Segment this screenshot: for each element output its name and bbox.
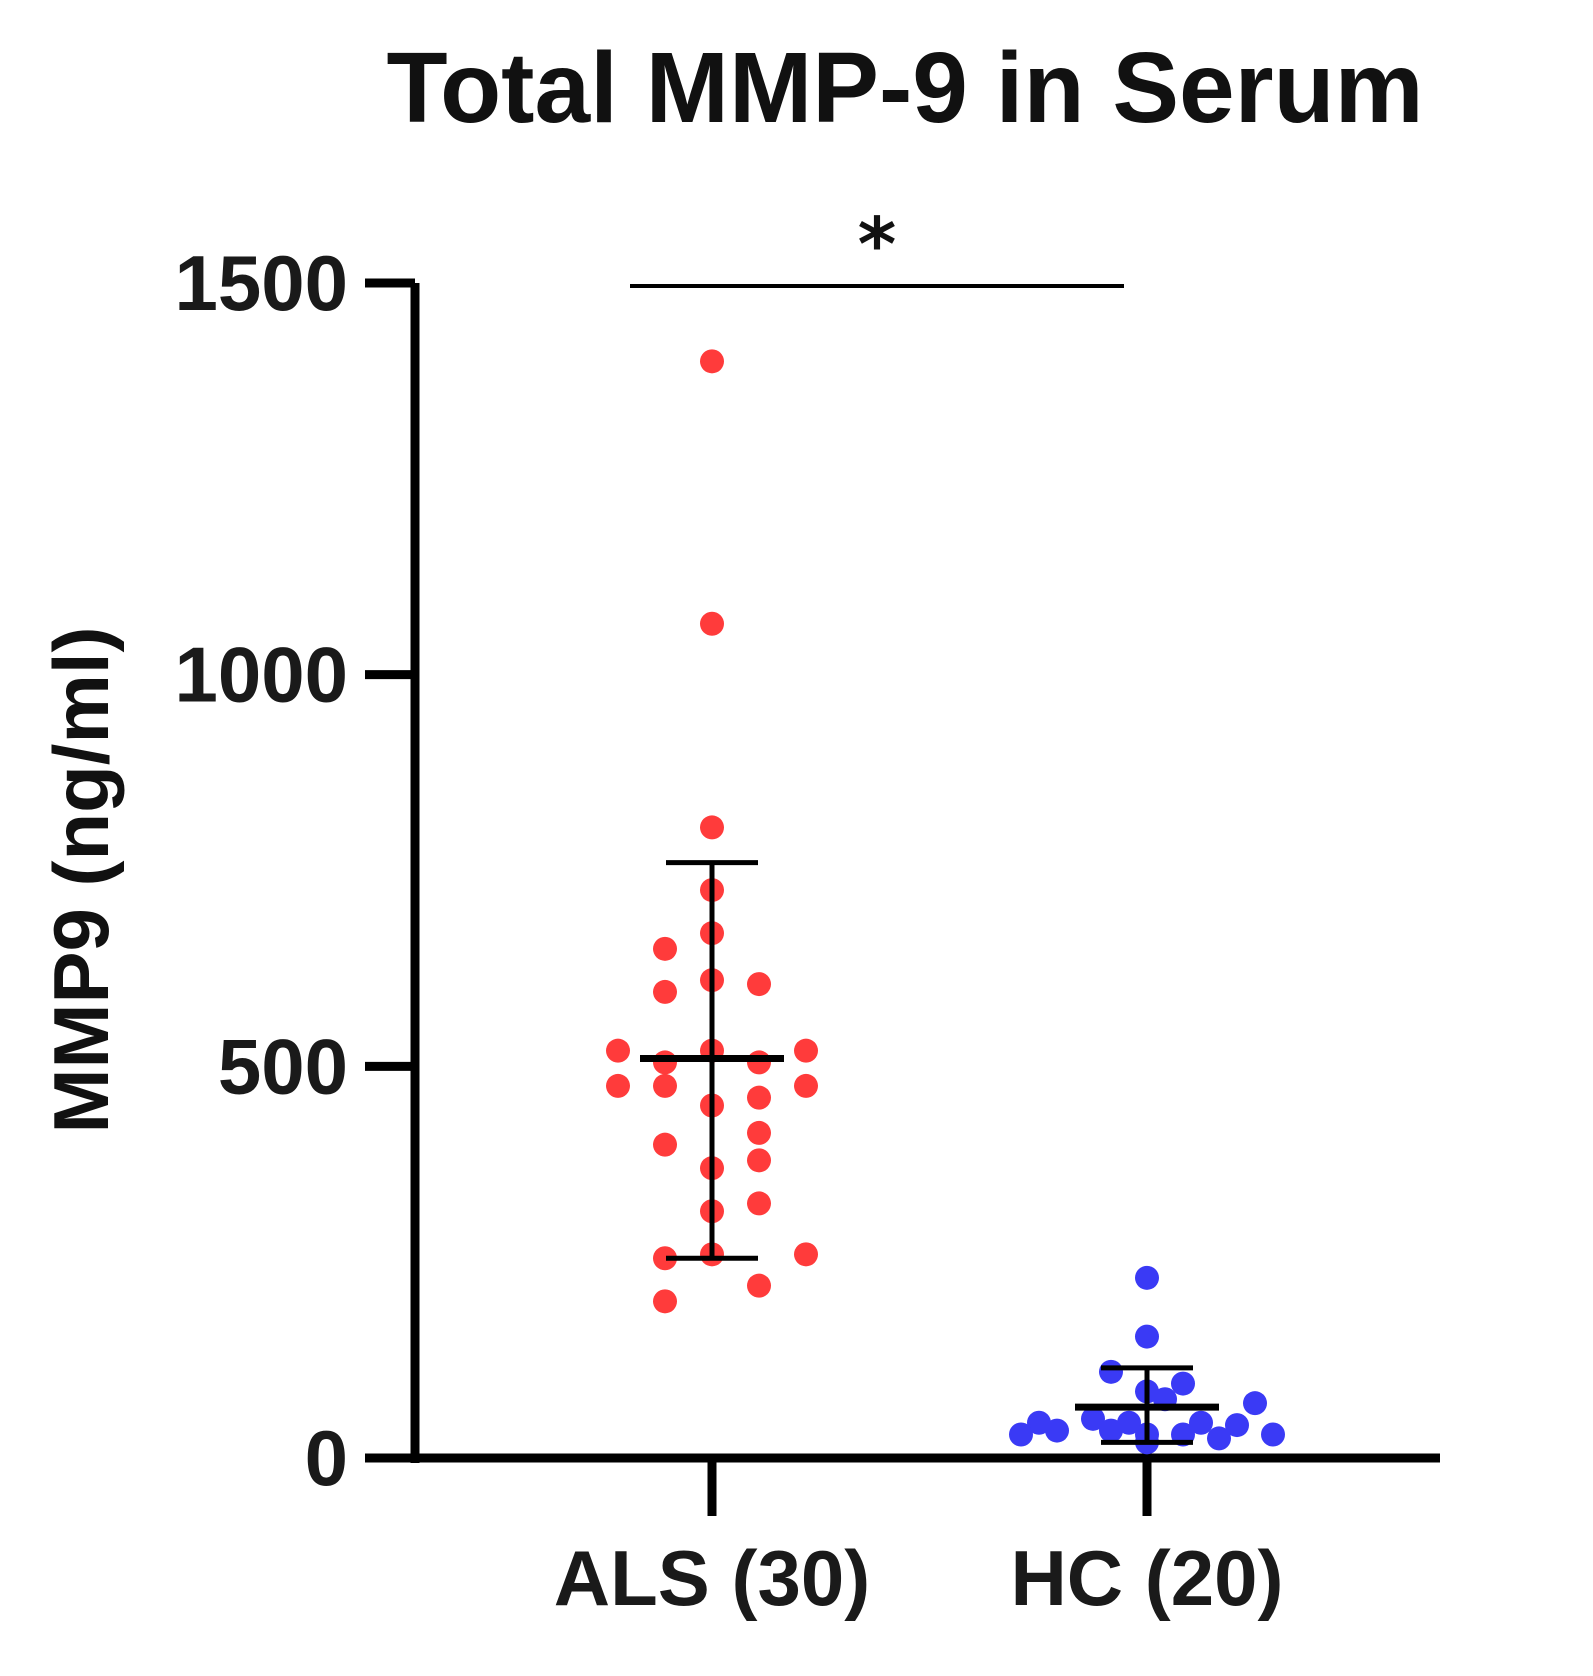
x-tick-label: HC (20) [1010,1534,1283,1622]
data-point [1009,1422,1033,1447]
data-point [1207,1426,1231,1451]
data-point [747,1191,771,1216]
data-point [653,936,677,961]
data-point [1027,1410,1051,1435]
data-point [1243,1391,1267,1416]
data-point [794,1242,818,1267]
chart-title: Total MMP-9 in Serum [386,32,1423,144]
data-point [1099,1418,1123,1443]
data-point [794,1038,818,1063]
data-point [747,1050,771,1075]
plot-area: 0 500 1000 1500 ALS (30) HC (20) * [174,202,1440,1622]
data-point [653,1050,677,1075]
data-point [1261,1422,1285,1447]
data-point [1189,1410,1213,1435]
data-point [747,1273,771,1298]
data-point [653,1132,677,1157]
data-point [1099,1359,1123,1384]
data-point [1045,1418,1069,1443]
data-point [700,815,724,840]
data-point [700,349,724,374]
y-tick-label: 1000 [174,631,348,719]
data-point [1225,1413,1249,1438]
data-point [606,1038,630,1063]
data-point [1135,1265,1159,1290]
y-axis-title: MMP9 (ng/ml) [37,627,125,1134]
data-point [1171,1371,1195,1396]
x-tick-label: ALS (30) [554,1534,870,1622]
data-point [747,972,771,997]
data-point [747,1148,771,1173]
significance-label: * [858,202,897,288]
data-point [653,1246,677,1271]
data-point [794,1073,818,1098]
data-point [1117,1410,1141,1435]
data-point [1135,1324,1159,1349]
data-point [653,1073,677,1098]
y-tick-label: 0 [305,1414,348,1502]
y-tick-label: 1500 [174,239,348,327]
data-point [653,1289,677,1314]
data-point [700,611,724,636]
data-point [606,1073,630,1098]
data-point [653,979,677,1004]
data-point [747,1085,771,1110]
y-tick-label: 500 [218,1022,348,1110]
data-point [747,1120,771,1145]
data-point [1081,1406,1105,1431]
